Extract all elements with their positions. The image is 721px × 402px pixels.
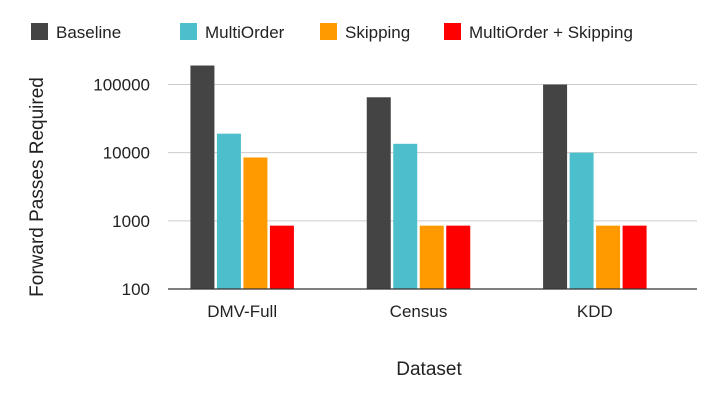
legend-label: MultiOrder <box>205 23 285 42</box>
bar-multiorder-dmv-full <box>216 133 241 289</box>
legend-swatch <box>31 23 48 40</box>
y-tick-label: 1000 <box>112 212 150 231</box>
legend: Baseline MultiOrder Skipping MultiOrder + S… <box>31 23 633 42</box>
legend-item: Baseline <box>31 23 121 42</box>
y-tick-label: 10000 <box>103 144 150 163</box>
y-axis-ticks: 100 1000 10000 100000 <box>93 76 150 299</box>
x-tick-label: KDD <box>577 302 613 321</box>
legend-swatch <box>320 23 337 40</box>
y-tick-label: 100000 <box>93 76 150 95</box>
bar-multiorder-census <box>393 143 418 289</box>
x-tick-label: DMV-Full <box>207 302 277 321</box>
legend-swatch <box>444 23 461 40</box>
y-axis-title: Forward Passes Required <box>27 77 48 297</box>
x-axis-ticks: DMV-Full Census KDD <box>207 302 613 321</box>
x-axis-title: Dataset <box>396 359 462 380</box>
legend-item: MultiOrder <box>180 23 285 42</box>
bar-multiorder-skipping-kdd <box>622 225 647 289</box>
bar-multiorder-kdd <box>569 152 594 289</box>
bar-skipping-kdd <box>596 225 621 289</box>
bar-baseline-kdd <box>543 84 568 289</box>
bar-baseline-census <box>366 97 391 289</box>
bar-multiorder-skipping-census <box>446 225 471 289</box>
x-tick-label: Census <box>390 302 448 321</box>
bar-skipping-census <box>419 225 444 289</box>
bar-baseline-dmv-full <box>190 65 215 289</box>
legend-item: Skipping <box>320 23 410 42</box>
legend-label: MultiOrder + Skipping <box>469 23 633 42</box>
legend-item: MultiOrder + Skipping <box>444 23 633 42</box>
legend-label: Baseline <box>56 23 121 42</box>
bars <box>190 65 647 289</box>
bar-multiorder-skipping-dmv-full <box>269 225 294 289</box>
legend-label: Skipping <box>345 23 410 42</box>
legend-swatch <box>180 23 197 40</box>
y-tick-label: 100 <box>122 280 150 299</box>
bar-skipping-dmv-full <box>243 157 268 289</box>
